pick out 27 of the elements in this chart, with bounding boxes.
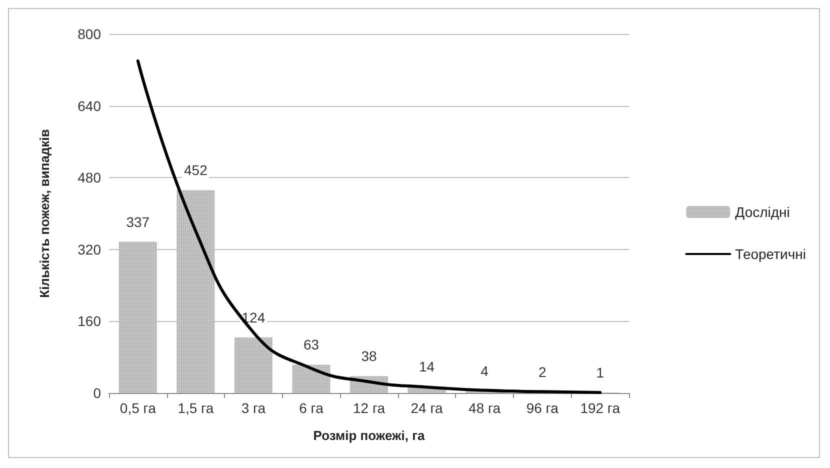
x-axis-title: Розмір пожежі, га [313,428,426,443]
y-axis-title: Кількість пожеж, випадків [37,129,52,298]
x-tick-label: 3 га [241,400,266,416]
data-label: 337 [126,214,150,230]
legend-label: Теоретичні [735,246,806,262]
x-tick-label: 96 га [526,400,559,416]
data-label: 4 [480,363,489,380]
data-label: 63 [303,336,320,353]
y-tick-label: 0 [93,385,102,401]
x-tick-label: 6 га [299,400,324,416]
y-tick-label: 640 [78,98,102,114]
x-tick-label: 48 га [468,400,501,416]
data-label: 452 [184,162,208,178]
data-label: 2 [538,364,546,380]
x-tick-label: 0,5 га [120,400,156,416]
x-tick-label: 1,5 га [178,400,214,416]
data-label: 38 [361,348,377,364]
data-label: 14 [418,358,435,375]
x-tick-label: 24 га [410,400,444,416]
y-tick-label: 480 [78,170,102,186]
y-tick-label: 800 [78,26,102,42]
x-tick-label: 12 га [352,400,386,416]
y-tick-label: 160 [78,313,102,330]
y-tick-label: 320 [78,241,102,258]
data-label: 1 [596,364,604,381]
legend-label: Дослідні [735,204,790,220]
x-tick-label: 192 га [580,400,620,416]
